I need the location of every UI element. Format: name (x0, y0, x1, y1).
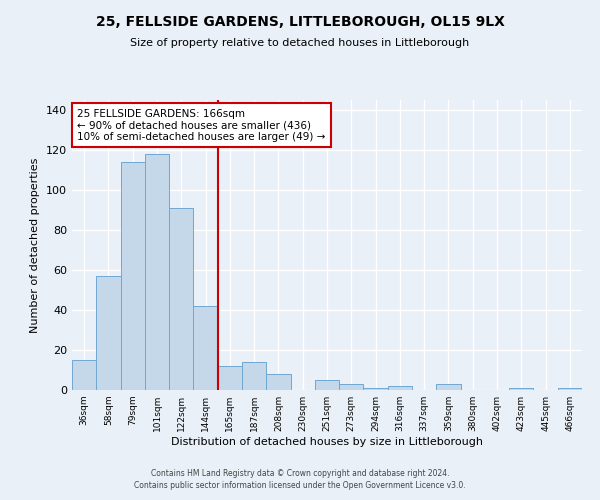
X-axis label: Distribution of detached houses by size in Littleborough: Distribution of detached houses by size … (171, 437, 483, 447)
Bar (121, 162, 145, 390)
Bar (558, 388, 582, 390)
Bar (96, 276, 121, 390)
Text: 25 FELLSIDE GARDENS: 166sqm
← 90% of detached houses are smaller (436)
10% of se: 25 FELLSIDE GARDENS: 166sqm ← 90% of det… (77, 108, 325, 142)
Bar (364, 388, 388, 390)
Bar (145, 154, 169, 390)
Bar (72, 360, 96, 390)
Bar (436, 384, 461, 390)
Text: 25, FELLSIDE GARDENS, LITTLEBOROUGH, OL15 9LX: 25, FELLSIDE GARDENS, LITTLEBOROUGH, OL1… (95, 15, 505, 29)
Text: Contains public sector information licensed under the Open Government Licence v3: Contains public sector information licen… (134, 481, 466, 490)
Bar (193, 306, 218, 390)
Bar (218, 366, 242, 390)
Text: Contains HM Land Registry data © Crown copyright and database right 2024.: Contains HM Land Registry data © Crown c… (151, 468, 449, 477)
Bar (242, 362, 266, 390)
Bar (169, 208, 193, 390)
Bar (509, 388, 533, 390)
Bar (388, 386, 412, 390)
Bar (266, 374, 290, 390)
Bar (315, 380, 339, 390)
Bar (339, 384, 364, 390)
Y-axis label: Number of detached properties: Number of detached properties (31, 158, 40, 332)
Text: Size of property relative to detached houses in Littleborough: Size of property relative to detached ho… (130, 38, 470, 48)
